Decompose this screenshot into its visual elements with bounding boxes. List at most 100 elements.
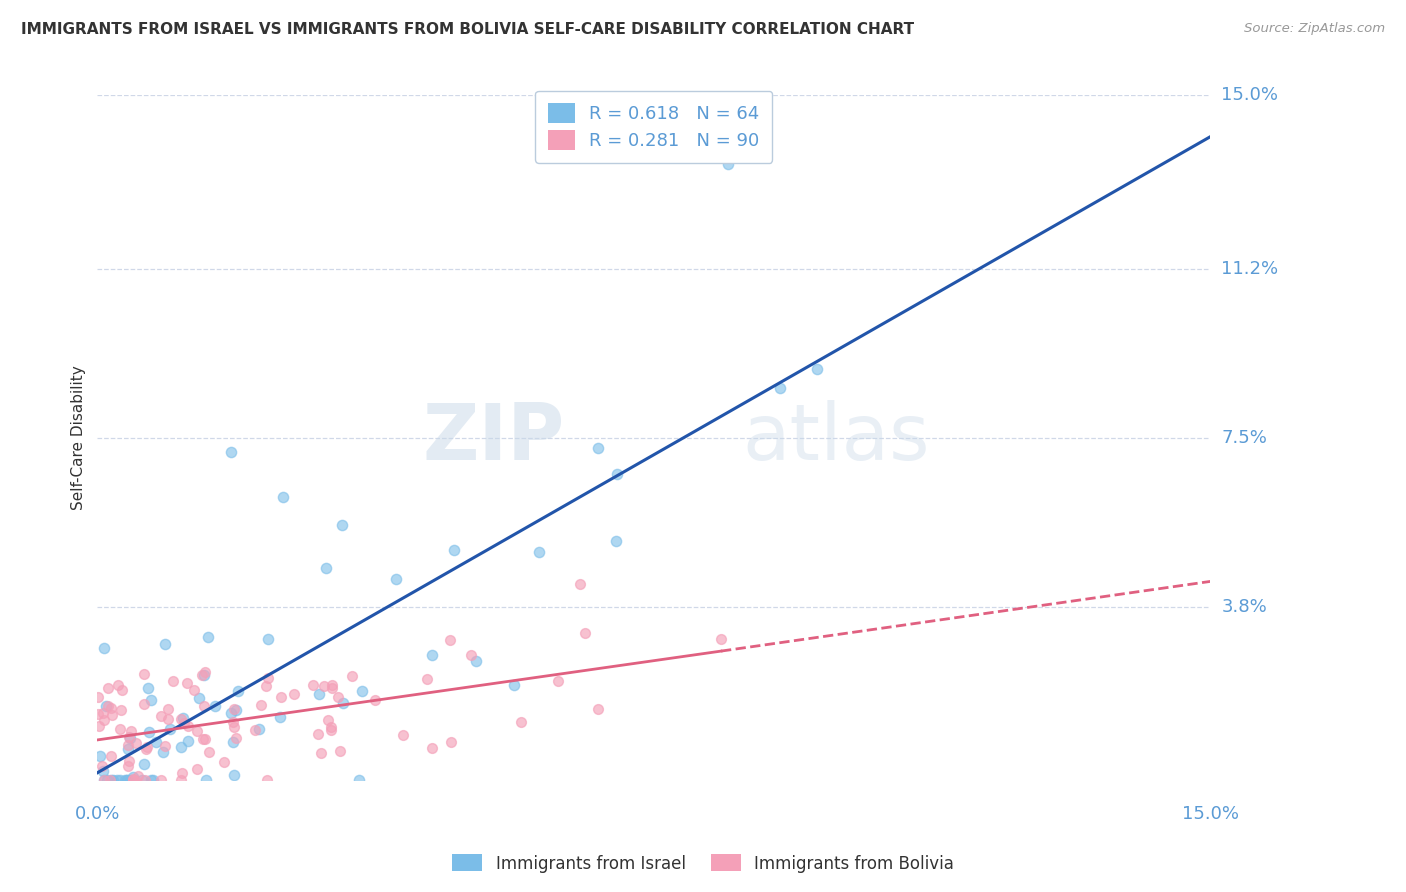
Point xyxy=(117,773,139,788)
Point xyxy=(186,723,208,738)
Point xyxy=(717,157,740,171)
Point xyxy=(170,713,193,727)
Point xyxy=(153,637,176,651)
Point xyxy=(326,690,349,704)
Point xyxy=(256,773,278,788)
Point xyxy=(120,724,142,739)
Point xyxy=(219,706,242,720)
Point xyxy=(307,727,329,741)
Point xyxy=(162,673,184,688)
Point xyxy=(100,748,122,763)
Point xyxy=(110,703,132,717)
Point xyxy=(170,739,193,754)
Point xyxy=(225,731,247,745)
Point xyxy=(177,719,200,733)
Point xyxy=(152,745,174,759)
Point xyxy=(138,681,160,695)
Point xyxy=(172,765,194,780)
Point xyxy=(190,667,212,681)
Point xyxy=(527,545,550,559)
Text: 11.2%: 11.2% xyxy=(1222,260,1278,278)
Point xyxy=(141,693,163,707)
Point xyxy=(256,671,278,685)
Point xyxy=(187,691,209,706)
Point xyxy=(89,719,111,733)
Point xyxy=(91,764,114,779)
Point xyxy=(97,681,120,696)
Point xyxy=(271,491,294,505)
Point xyxy=(443,542,465,557)
Point xyxy=(249,698,271,713)
Point xyxy=(149,709,172,723)
Point xyxy=(769,381,792,395)
Point xyxy=(176,676,198,690)
Point xyxy=(93,713,115,727)
Point xyxy=(222,702,245,716)
Point xyxy=(420,741,443,756)
Point xyxy=(115,773,138,788)
Point xyxy=(224,720,246,734)
Point xyxy=(509,715,531,730)
Point xyxy=(87,690,110,705)
Point xyxy=(416,672,439,686)
Text: atlas: atlas xyxy=(742,400,931,476)
Point xyxy=(316,713,339,727)
Point xyxy=(159,722,181,736)
Point xyxy=(321,681,343,695)
Point xyxy=(204,698,226,713)
Point xyxy=(347,773,370,788)
Point xyxy=(118,730,141,744)
Point xyxy=(145,734,167,748)
Point xyxy=(586,442,609,456)
Text: ZIP: ZIP xyxy=(423,400,565,476)
Point xyxy=(197,630,219,644)
Point xyxy=(301,678,323,692)
Point xyxy=(93,773,115,788)
Point xyxy=(100,701,122,715)
Point xyxy=(586,702,609,716)
Point xyxy=(439,735,461,749)
Point xyxy=(319,720,342,734)
Point xyxy=(321,723,343,737)
Point xyxy=(195,773,218,788)
Text: Source: ZipAtlas.com: Source: ZipAtlas.com xyxy=(1244,22,1385,36)
Point xyxy=(100,773,122,788)
Point xyxy=(574,626,596,640)
Point xyxy=(134,756,156,771)
Point xyxy=(222,768,245,782)
Point xyxy=(439,633,461,648)
Point xyxy=(420,648,443,662)
Point xyxy=(117,741,139,756)
Legend: Immigrants from Israel, Immigrants from Bolivia: Immigrants from Israel, Immigrants from … xyxy=(446,847,960,880)
Point xyxy=(605,533,627,548)
Point xyxy=(93,641,115,656)
Point xyxy=(125,736,148,750)
Point xyxy=(219,444,242,458)
Point xyxy=(105,773,128,788)
Point xyxy=(131,773,153,788)
Point xyxy=(124,773,146,788)
Point xyxy=(329,744,352,758)
Point xyxy=(100,773,122,788)
Point xyxy=(806,362,828,376)
Point xyxy=(283,687,305,701)
Point xyxy=(138,725,160,739)
Point xyxy=(221,715,243,730)
Point xyxy=(132,697,155,711)
Point xyxy=(91,706,114,720)
Point xyxy=(257,632,280,646)
Point xyxy=(111,682,134,697)
Point xyxy=(107,678,129,692)
Y-axis label: Self-Care Disability: Self-Care Disability xyxy=(72,366,86,510)
Point xyxy=(710,632,733,646)
Text: IMMIGRANTS FROM ISRAEL VS IMMIGRANTS FROM BOLIVIA SELF-CARE DISABILITY CORRELATI: IMMIGRANTS FROM ISRAEL VS IMMIGRANTS FRO… xyxy=(21,22,914,37)
Point xyxy=(269,710,291,724)
Point xyxy=(352,684,374,698)
Point xyxy=(193,667,215,681)
Point xyxy=(121,770,143,784)
Point xyxy=(547,674,569,689)
Point xyxy=(312,679,335,693)
Point xyxy=(89,749,111,764)
Point xyxy=(101,707,124,722)
Point xyxy=(245,723,267,738)
